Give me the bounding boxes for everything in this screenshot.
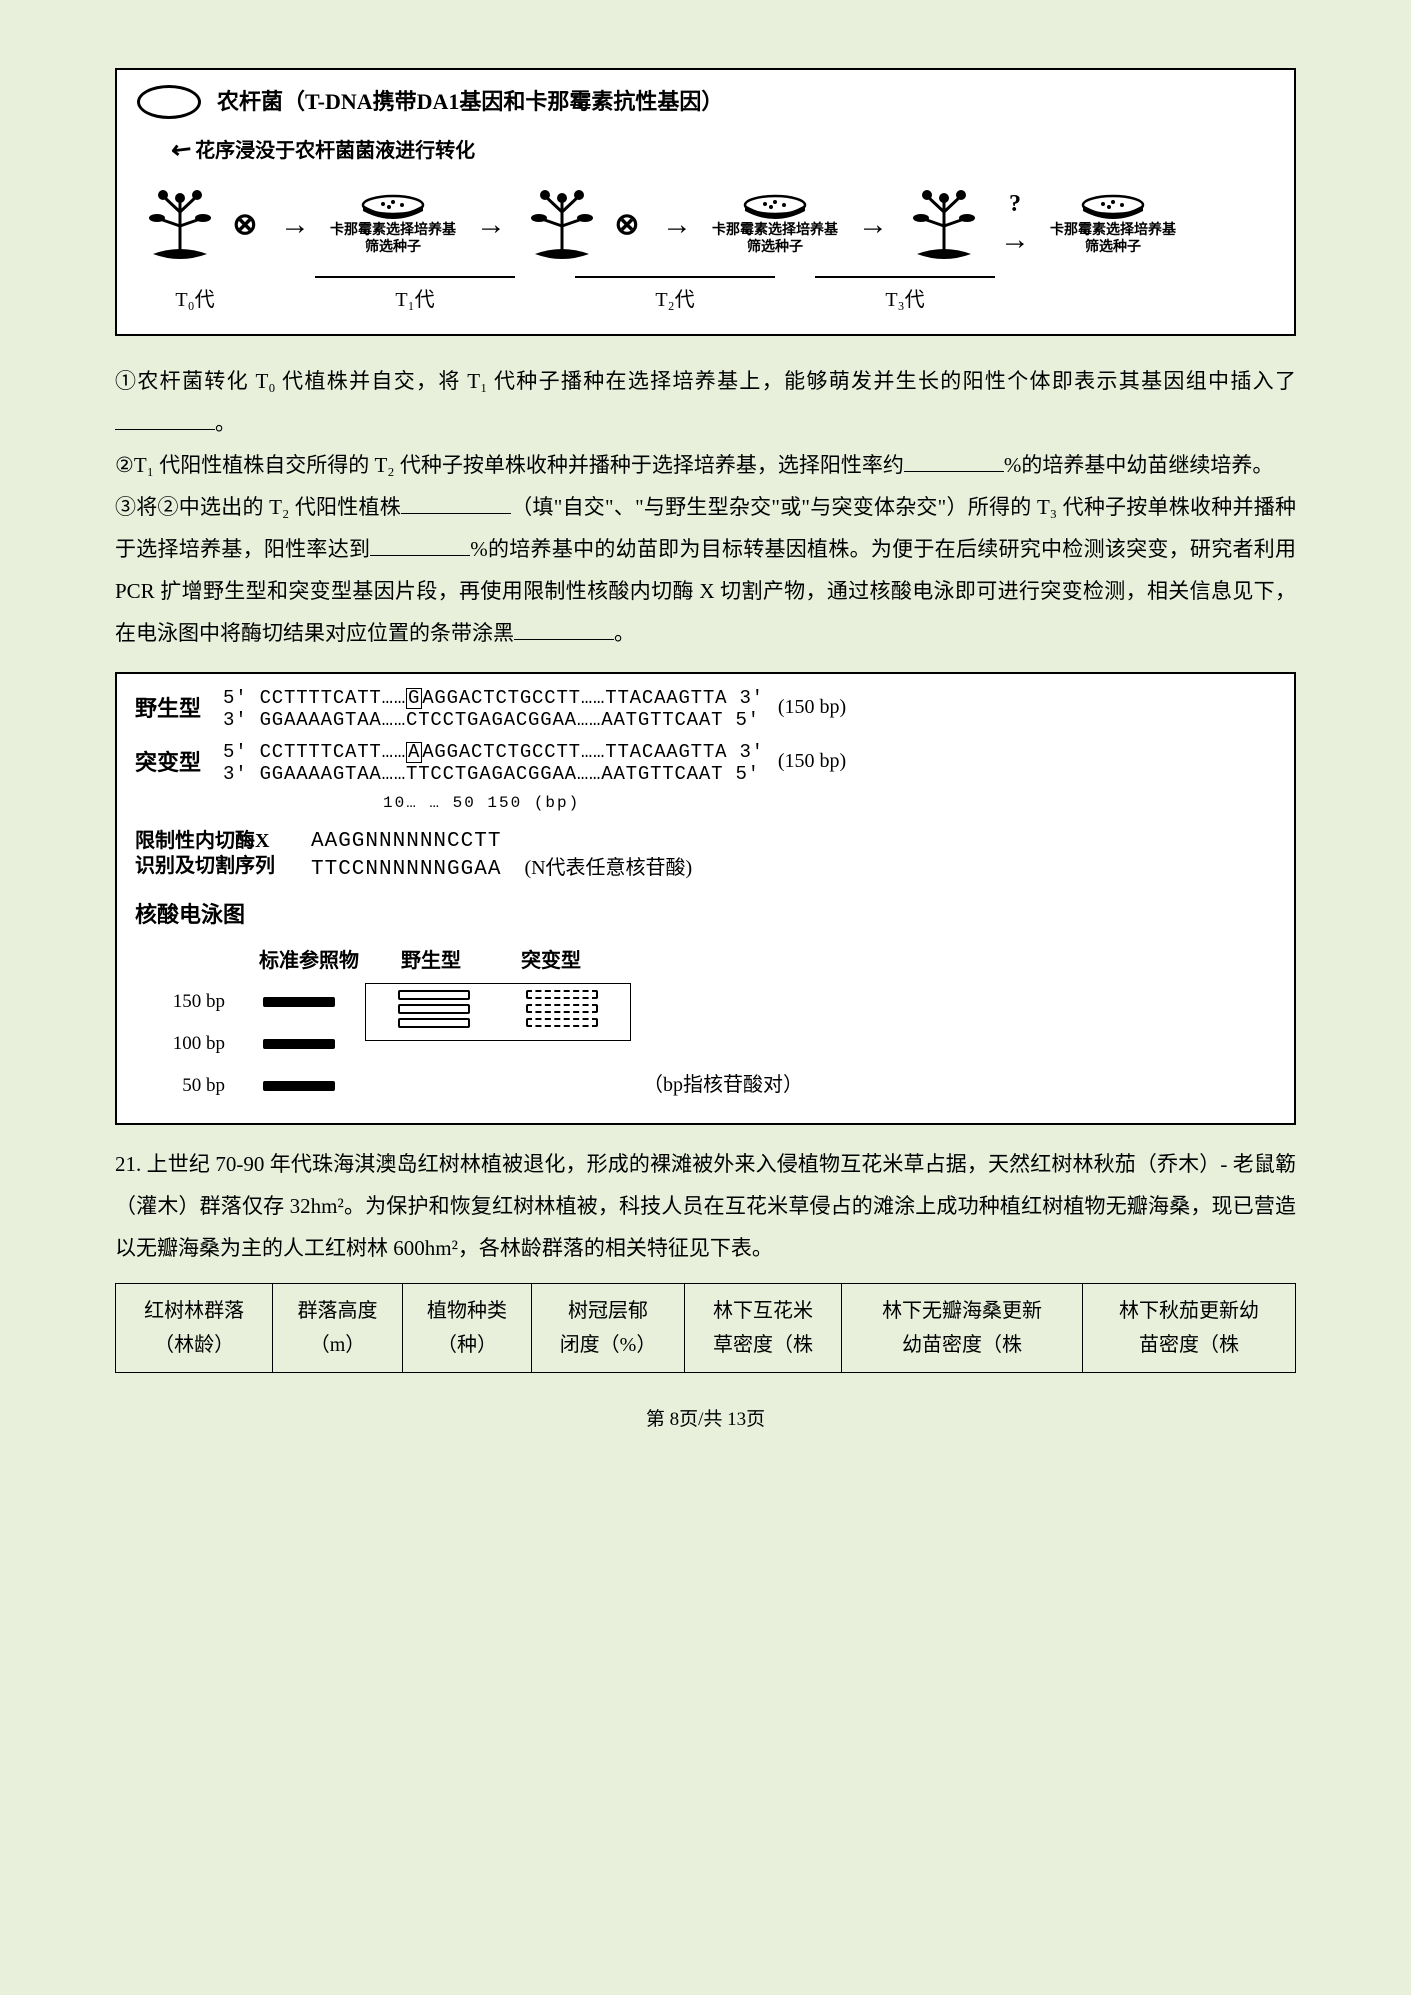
para-1: ①农杆菌转化 T₀ 代植株并自交，将 T₁ 代种子播种在选择培养基上，能够萌发并… (115, 360, 1296, 444)
enzyme-row: 限制性内切酶X 识别及切割序列 AAGGNNNNNNCCTT TTCCNNNNN… (135, 829, 1276, 883)
band-hollow-icon (398, 1004, 470, 1014)
arrow-icon: → (469, 195, 513, 255)
blank-2[interactable] (904, 451, 1004, 472)
otimes-icon: ⊗ (229, 195, 261, 255)
band-solid-icon (263, 1039, 335, 1049)
arrow-note: ↙花序浸没于农杆菌菌液进行转化 (171, 126, 1274, 174)
th-4: 树冠层郁闭度（%） (532, 1283, 685, 1372)
oval-icon (137, 85, 201, 119)
dish-2: 卡那霉素选择培养基筛选种子 (711, 193, 839, 257)
blank-5[interactable] (514, 619, 614, 640)
th-1: 红树林群落（林龄） (116, 1283, 273, 1372)
petri-dish-icon (740, 193, 810, 221)
gen-t3: T₃代 (815, 276, 995, 320)
legend-row: 农杆菌（T-DNA携带DA1基因和卡那霉素抗性基因） (137, 80, 1274, 124)
gen-t0: T₀代 (155, 276, 235, 320)
band-dashed-icon (526, 990, 598, 999)
seq-wildtype: 野生型 5' CCTTTTCATT……GAGGACTCTGCCTT……TTACA… (135, 688, 1276, 732)
blank-3[interactable] (401, 493, 511, 514)
q21-text: 21. 上世纪 70-90 年代珠海淇澳岛红树林植被退化，形成的裸滩被外来入侵植… (115, 1143, 1296, 1269)
petri-dish-icon (1078, 193, 1148, 221)
dish-1: 卡那霉素选择培养基筛选种子 (329, 193, 457, 257)
gel-title: 核酸电泳图 (135, 893, 1276, 937)
petri-dish-icon (358, 193, 428, 221)
band-dashed-icon (526, 1018, 598, 1027)
figure-agrobacterium: 农杆菌（T-DNA携带DA1基因和卡那霉素抗性基因） ↙花序浸没于农杆菌菌液进行… (115, 68, 1296, 336)
para-2: ②T₁ 代阳性植株自交所得的 T₂ 代种子按单株收种并播种于选择培养基，选择阳性… (115, 444, 1296, 486)
gel-lanes-box (365, 983, 631, 1041)
th-6: 林下无瓣海桑更新幼苗密度（株 (842, 1283, 1083, 1372)
th-3: 植物种类（种） (402, 1283, 531, 1372)
plant-icon (143, 182, 217, 268)
seq-mutant: 突变型 5' CCTTTTCATT……AAGGACTCTGCCTT……TTACA… (135, 742, 1276, 786)
mut-bot-strand: 3' GGAAAAGTAA……TTCCTGAGACGGAA……AATGTTCAA… (223, 764, 764, 786)
legend-text: 农杆菌（T-DNA携带DA1基因和卡那霉素抗性基因） (217, 80, 723, 124)
th-2: 群落高度（m） (273, 1283, 402, 1372)
gel-row-100: 100 bp (135, 1025, 363, 1063)
plant-icon (907, 182, 981, 268)
gel-unit: （bp指核苷酸对） (643, 1065, 803, 1105)
band-hollow-icon (398, 990, 470, 1000)
scale-ruler: 10… … 50 150 (bp) (383, 787, 1276, 819)
th-7: 林下秋茄更新幼苗密度（株 (1082, 1283, 1295, 1372)
otimes-icon: ⊗ (611, 195, 643, 255)
arrow-icon: → (851, 195, 895, 255)
page-footer: 第 8页/共 13页 (0, 1401, 1411, 1439)
figure-sequence-gel: 野生型 5' CCTTTTCATT……GAGGACTCTGCCTT……TTACA… (115, 672, 1296, 1125)
plant-icon (525, 182, 599, 268)
wt-bot-strand: 3' GGAAAAGTAA……CTCCTGAGACGGAA……AATGTTCAA… (223, 710, 764, 732)
band-solid-icon (263, 997, 335, 1007)
band-hollow-icon (398, 1018, 470, 1028)
wt-top-strand: 5' CCTTTTCATT……GAGGACTCTGCCTT……TTACAAGTT… (223, 688, 764, 710)
dish-3: 卡那霉素选择培养基筛选种子 (1049, 193, 1177, 257)
community-table: 红树林群落（林龄） 群落高度（m） 植物种类（种） 树冠层郁闭度（%） 林下互花… (115, 1283, 1296, 1373)
band-dashed-icon (526, 1004, 598, 1013)
stage-row: ⊗ → 卡那霉素选择培养基筛选种子 → ⊗ → (143, 180, 1274, 270)
generation-row: T₀代 T₁代 T₂代 T₃代 (155, 276, 1274, 320)
th-5: 林下互花米草密度（株 (684, 1283, 841, 1372)
para-3: ③将②中选出的 T₂ 代阳性植株（填"自交"、"与野生型杂交"或"与突变体杂交"… (115, 486, 1296, 654)
gel-row-50: 50 bp (135, 1067, 363, 1105)
gen-t1: T₁代 (315, 276, 515, 320)
arrow-icon: → (273, 195, 317, 255)
blank-4[interactable] (370, 535, 470, 556)
band-solid-icon (263, 1081, 335, 1091)
gen-t2: T₂代 (575, 276, 775, 320)
gel-row-150: 150 bp (135, 983, 363, 1021)
arrow-icon: → (993, 210, 1037, 270)
mut-top-strand: 5' CCTTTTCATT……AAGGACTCTGCCTT……TTACAAGTT… (223, 742, 764, 764)
arrow-icon: → (655, 195, 699, 255)
blank-1[interactable] (115, 409, 215, 430)
gel-headers: 标准参照物 野生型 突变型 (247, 941, 1276, 981)
